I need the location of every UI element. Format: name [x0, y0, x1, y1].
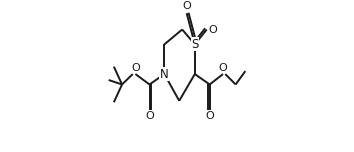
Text: N: N: [160, 68, 169, 81]
Text: O: O: [145, 111, 154, 121]
Text: O: O: [205, 111, 214, 121]
Text: O: O: [182, 2, 191, 12]
Text: O: O: [131, 63, 140, 73]
Text: O: O: [219, 63, 227, 73]
Text: O: O: [208, 24, 217, 35]
Text: S: S: [191, 38, 199, 51]
